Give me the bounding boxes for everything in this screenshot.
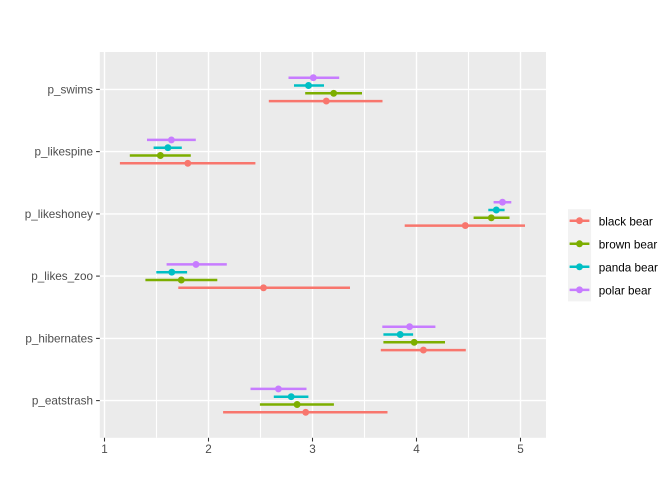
svg-text:brown bear: brown bear: [599, 238, 658, 251]
svg-text:p_likes_zoo: p_likes_zoo: [31, 270, 93, 283]
svg-text:2: 2: [205, 443, 212, 456]
svg-text:5: 5: [517, 443, 524, 456]
svg-text:3: 3: [309, 443, 316, 456]
svg-text:panda bear: panda bear: [599, 261, 658, 274]
svg-text:p_eatstrash: p_eatstrash: [32, 395, 93, 408]
svg-text:1: 1: [101, 443, 108, 456]
svg-text:p_hibernates: p_hibernates: [25, 332, 93, 345]
svg-text:black bear: black bear: [599, 215, 653, 228]
svg-text:p_swims: p_swims: [48, 83, 94, 96]
svg-text:polar bear: polar bear: [599, 284, 652, 297]
svg-text:p_likeshoney: p_likeshoney: [25, 208, 93, 221]
svg-text:4: 4: [413, 443, 420, 456]
svg-text:p_likespine: p_likespine: [35, 146, 93, 159]
